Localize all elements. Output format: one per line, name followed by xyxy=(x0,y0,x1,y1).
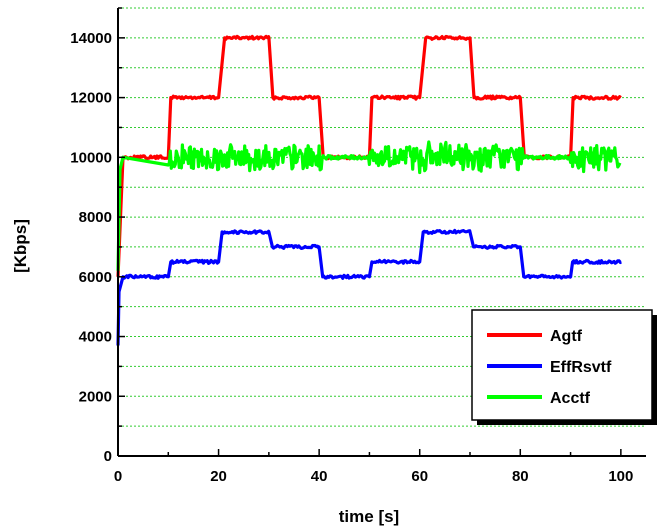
legend-label: Agtf xyxy=(550,328,583,345)
ticks: 0 2000 4000 6000 8000 10000 12000 14000 0 20 40 60 8… xyxy=(70,7,633,485)
axes xyxy=(117,8,646,457)
y-tick-label: 6000 xyxy=(79,269,112,286)
series-line-acctf xyxy=(116,140,622,271)
legend: Agtf EffRsvtf Acctf xyxy=(471,309,657,425)
x-tick-label: 60 xyxy=(411,468,428,485)
y-tick-label: 10000 xyxy=(70,149,112,166)
y-tick-label: 4000 xyxy=(79,329,112,346)
y-tick-label: 0 xyxy=(104,448,112,465)
y-tick-label: 8000 xyxy=(79,209,112,226)
series-layer xyxy=(116,34,623,346)
legend-label: Acctf xyxy=(550,390,591,407)
legend-label: EffRsvtf xyxy=(550,359,612,376)
x-axis-label: time [s] xyxy=(339,507,399,526)
series-line-effrsvtf xyxy=(116,228,623,346)
y-tick-label: 2000 xyxy=(79,388,112,405)
y-axis-label: [Kbps] xyxy=(11,219,30,273)
x-tick-label: 40 xyxy=(311,468,328,485)
x-tick-label: 80 xyxy=(512,468,529,485)
y-tick-label: 14000 xyxy=(70,30,112,47)
x-tick-label: 100 xyxy=(608,468,633,485)
x-tick-label: 0 xyxy=(114,468,122,485)
x-tick-label: 20 xyxy=(210,468,227,485)
y-tick-label: 12000 xyxy=(70,90,112,107)
